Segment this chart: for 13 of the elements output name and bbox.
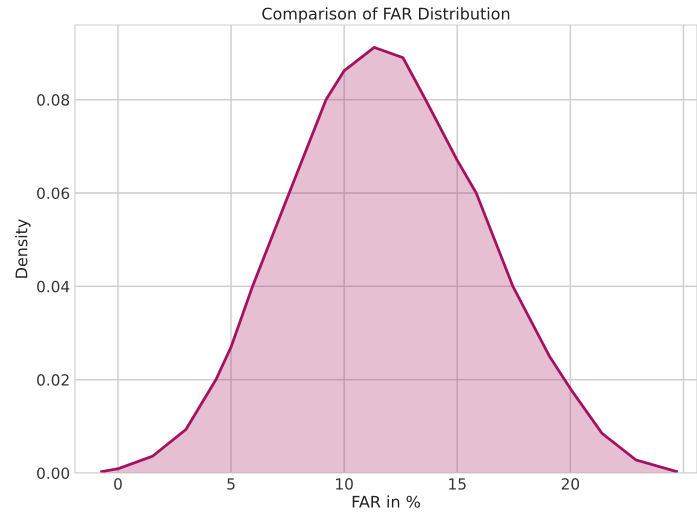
y-tick-label: 0.08 xyxy=(37,94,70,106)
x-tick-label: 0 xyxy=(114,478,122,490)
y-tick-label: 0.06 xyxy=(37,187,70,200)
x-axis-title: FAR in % xyxy=(352,495,420,508)
x-tick-label: 5 xyxy=(227,478,235,490)
chart-title: Comparison of FAR Distribution xyxy=(262,7,510,23)
y-axis-title: Density xyxy=(15,219,31,278)
x-tick-label: 15 xyxy=(449,478,466,490)
y-tick-label: 0.02 xyxy=(37,374,69,386)
y-tick-label: 0.00 xyxy=(37,467,70,480)
y-tick-label: 0.04 xyxy=(37,280,70,292)
x-tick-label: 10 xyxy=(336,478,353,490)
x-tick-label: 20 xyxy=(562,478,580,490)
